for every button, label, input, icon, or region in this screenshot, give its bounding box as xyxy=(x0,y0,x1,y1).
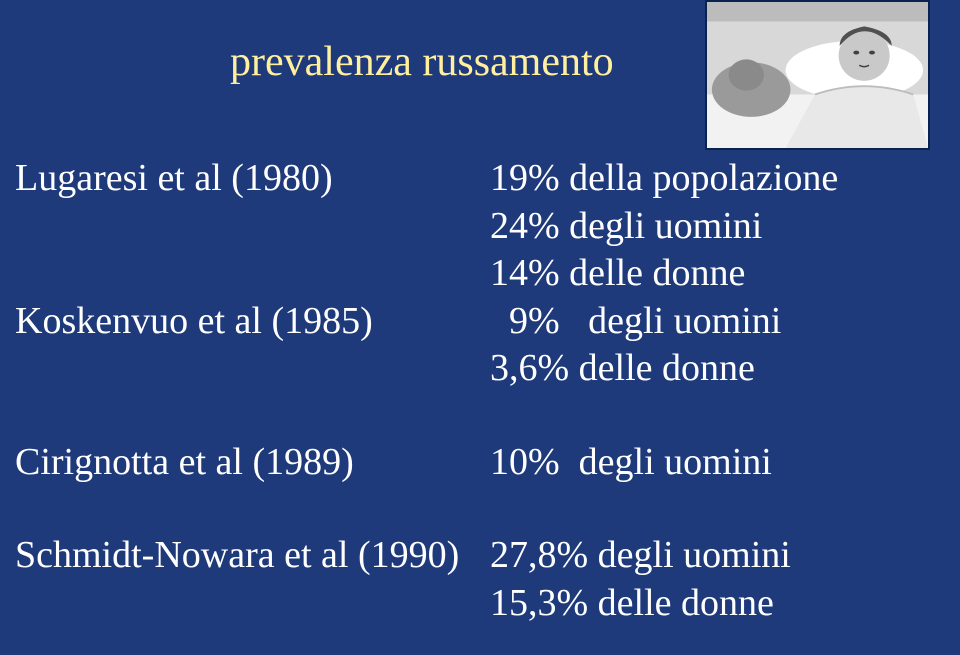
study-label: Koskenvuo et al (1985) xyxy=(15,298,490,346)
study-value: 3,6% delle donne xyxy=(490,345,925,393)
content-area: Lugaresi et al (1980) 19% della popolazi… xyxy=(15,155,925,627)
study-value: 19% della popolazione xyxy=(490,155,925,203)
study-value: 10% degli uomini xyxy=(490,439,925,487)
study-value: 9% degli uomini xyxy=(490,298,925,346)
study-row: Schmidt-Nowara et al (1990) 27,8% degli … xyxy=(15,532,925,580)
study-row: Cirignotta et al (1989) 10% degli uomini xyxy=(15,439,925,487)
study-value: 14% delle donne xyxy=(490,250,925,298)
study-row: 14% delle donne xyxy=(15,250,925,298)
study-label: Lugaresi et al (1980) xyxy=(15,155,490,203)
study-row: 3,6% delle donne xyxy=(15,345,925,393)
study-row: Koskenvuo et al (1985) 9% degli uomini xyxy=(15,298,925,346)
study-label: Schmidt-Nowara et al (1990) xyxy=(15,532,490,580)
study-row: 15,3% delle donne xyxy=(15,580,925,628)
study-value: 15,3% delle donne xyxy=(490,580,925,628)
slide-title: prevalenza russamento xyxy=(230,38,614,86)
study-label: Cirignotta et al (1989) xyxy=(15,439,490,487)
study-value: 27,8% degli uomini xyxy=(490,532,925,580)
study-value: 24% degli uomini xyxy=(490,203,925,251)
decorative-photo xyxy=(705,0,930,150)
study-row: 24% degli uomini xyxy=(15,203,925,251)
study-row: Lugaresi et al (1980) 19% della popolazi… xyxy=(15,155,925,203)
